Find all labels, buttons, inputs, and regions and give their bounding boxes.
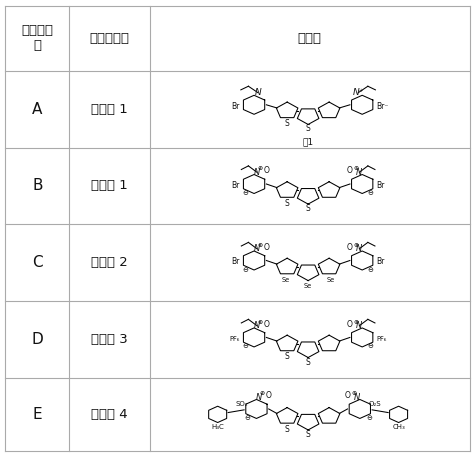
Text: D: D — [31, 332, 43, 347]
Text: 对比例 3: 对比例 3 — [91, 333, 128, 346]
Text: ⊖: ⊖ — [243, 266, 248, 272]
Text: S: S — [306, 204, 310, 213]
Text: 对比例 1: 对比例 1 — [91, 179, 128, 192]
Text: Br⁻: Br⁻ — [376, 102, 389, 111]
Text: O: O — [347, 243, 353, 252]
Text: ⊖: ⊖ — [243, 344, 248, 350]
Text: N: N — [354, 393, 360, 402]
Text: 结构式: 结构式 — [298, 32, 321, 45]
Text: S: S — [285, 425, 290, 434]
Text: ⊕: ⊕ — [257, 242, 262, 247]
Text: N: N — [255, 88, 261, 97]
Text: N: N — [254, 244, 260, 253]
Text: ⊕: ⊕ — [259, 391, 264, 396]
Text: O: O — [347, 166, 353, 175]
Text: O: O — [264, 243, 269, 252]
Text: 对应实验组: 对应实验组 — [90, 32, 129, 45]
Text: ⊖: ⊖ — [244, 415, 250, 421]
Text: S: S — [285, 199, 290, 208]
Text: ⊖: ⊖ — [368, 266, 374, 272]
Text: N: N — [256, 393, 263, 402]
Text: O: O — [347, 320, 353, 329]
Text: B: B — [32, 178, 43, 193]
Text: N: N — [356, 168, 363, 177]
Text: O: O — [266, 391, 272, 400]
Text: N: N — [356, 321, 363, 330]
Text: 化合物编
号: 化合物编 号 — [21, 25, 53, 53]
Text: E: E — [33, 407, 42, 422]
Text: O₂S: O₂S — [368, 401, 381, 407]
Text: ⊕: ⊕ — [257, 320, 262, 325]
Text: PF₆: PF₆ — [376, 336, 387, 342]
Text: O: O — [264, 166, 269, 175]
Text: ⊖: ⊖ — [368, 190, 374, 196]
Text: ⊕: ⊕ — [354, 242, 359, 247]
Text: N: N — [254, 321, 260, 330]
Text: S: S — [285, 119, 290, 128]
Text: S: S — [306, 358, 310, 366]
Text: PF₆: PF₆ — [229, 336, 240, 342]
Text: ⊖: ⊖ — [368, 344, 374, 350]
Text: CH₃: CH₃ — [392, 424, 405, 430]
Text: Br: Br — [231, 102, 240, 111]
Text: ⊕: ⊕ — [257, 166, 262, 171]
Text: N: N — [254, 168, 260, 177]
Text: H₃C: H₃C — [211, 424, 224, 430]
Text: ⊖: ⊖ — [243, 190, 248, 196]
Text: ⊕: ⊕ — [352, 391, 357, 396]
Text: S: S — [306, 430, 310, 439]
Text: 实施例 1: 实施例 1 — [91, 103, 128, 116]
Text: S: S — [306, 124, 310, 133]
Text: ⊕: ⊕ — [354, 166, 359, 171]
Text: Br: Br — [231, 257, 240, 266]
Text: Se: Se — [282, 277, 290, 283]
Text: Br: Br — [376, 181, 385, 190]
Text: O: O — [264, 320, 269, 329]
Text: ⊕: ⊕ — [354, 320, 359, 325]
Text: 对比例 2: 对比例 2 — [91, 256, 128, 269]
Text: N: N — [356, 244, 363, 253]
Text: N⁺: N⁺ — [353, 88, 364, 97]
Text: Se: Se — [327, 277, 335, 283]
Text: A: A — [32, 102, 43, 117]
Text: SO₂: SO₂ — [236, 401, 248, 407]
Text: 式1: 式1 — [302, 138, 314, 146]
Text: 对比例 4: 对比例 4 — [91, 408, 128, 421]
Text: S: S — [285, 352, 290, 361]
Text: Br: Br — [231, 181, 240, 190]
Text: O: O — [345, 391, 350, 400]
Text: Br: Br — [376, 257, 385, 266]
Text: Se: Se — [304, 282, 312, 289]
Text: ⊖: ⊖ — [366, 415, 372, 421]
Text: C: C — [32, 255, 43, 270]
